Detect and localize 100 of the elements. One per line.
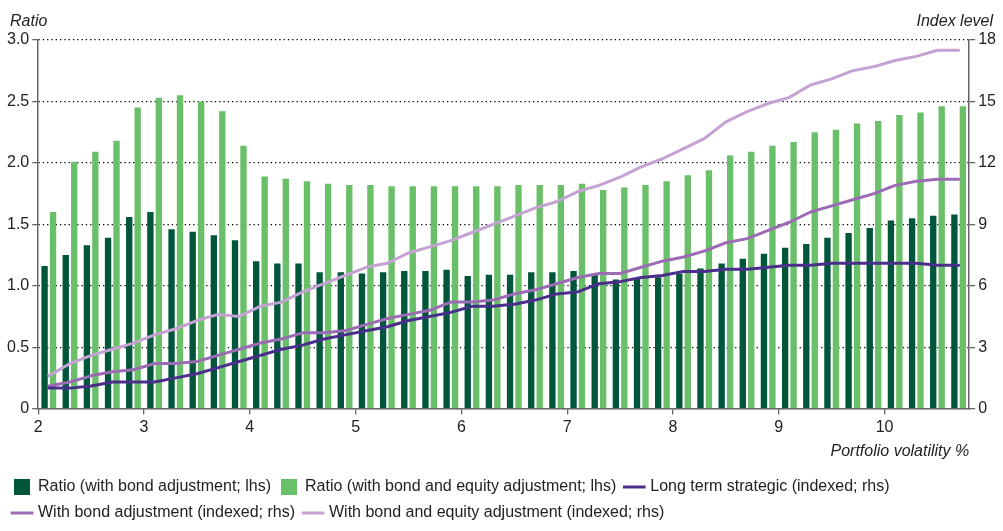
bar (896, 114, 903, 408)
bar (612, 279, 620, 408)
bar (379, 272, 387, 408)
y-tick-label: 1.5 (6, 214, 30, 232)
bar (599, 189, 607, 408)
bar (959, 106, 967, 408)
y2-tick-label: 9 (978, 214, 988, 232)
y-tick-label: 3.0 (6, 30, 30, 48)
x-tick-label: 7 (562, 417, 572, 435)
y-tick-label: 0 (20, 399, 30, 417)
bar (451, 186, 459, 408)
bar (219, 111, 226, 408)
bar (92, 151, 99, 408)
bar (261, 176, 268, 408)
bar (824, 237, 831, 408)
bar (506, 274, 514, 408)
bar (485, 274, 493, 408)
bar (887, 220, 895, 408)
y-tick-label: 0.5 (6, 337, 30, 355)
bar (621, 187, 628, 408)
bar (908, 218, 916, 408)
bar (790, 141, 797, 408)
y2-tick-label: 3 (978, 337, 988, 355)
y2-tick-label: 12 (978, 153, 997, 171)
bar (811, 132, 818, 408)
y2-axis-title: Index level (916, 12, 994, 30)
bar (126, 216, 133, 408)
bar (367, 184, 374, 408)
bar (748, 151, 755, 408)
bar (832, 129, 840, 408)
bar (316, 272, 323, 408)
bar (473, 186, 480, 408)
bar (113, 140, 120, 408)
bar (726, 155, 734, 408)
bar (401, 270, 408, 408)
x-axis-title: Portfolio volatility % (830, 441, 970, 459)
bar (845, 232, 852, 408)
x-tick-label: 4 (245, 417, 255, 435)
bar (494, 186, 501, 408)
bar (295, 263, 302, 408)
bar (282, 178, 289, 408)
y-axis-title: Ratio (10, 12, 48, 30)
bar (358, 273, 366, 408)
y-tick-label: 1.0 (6, 276, 30, 294)
bar (938, 106, 945, 408)
bar (642, 184, 649, 408)
bar (549, 272, 556, 408)
bar (570, 270, 577, 408)
bar (803, 243, 810, 408)
y2-tick-label: 18 (978, 30, 997, 48)
bar (430, 186, 438, 408)
legend-label: With bond and equity adjustment (indexed; rhs) (329, 503, 665, 521)
legend-label: With bond adjustment (indexed; rhs) (38, 503, 296, 521)
bar (346, 184, 353, 408)
x-tick-label: 10 (875, 417, 894, 435)
bar (240, 145, 247, 408)
bar (176, 95, 184, 408)
y2-tick-label: 0 (978, 399, 988, 417)
x-tick-label: 8 (668, 417, 678, 435)
bar (409, 186, 416, 408)
bar (49, 212, 57, 408)
bar (676, 273, 683, 408)
x-tick-label: 3 (139, 417, 149, 435)
bar (443, 269, 450, 408)
bar (155, 97, 163, 408)
bar (422, 270, 429, 408)
bar (633, 278, 641, 408)
bar (147, 212, 154, 408)
bar (303, 181, 311, 408)
bar (591, 274, 598, 408)
bar (663, 181, 670, 408)
bar (388, 186, 395, 408)
bar (866, 227, 873, 408)
bar (930, 215, 937, 408)
bar (578, 183, 586, 408)
bar (760, 253, 768, 408)
bar (769, 145, 776, 408)
x-tick-label: 9 (774, 417, 784, 435)
bar (853, 123, 861, 408)
y2-tick-label: 6 (978, 276, 988, 294)
bar (781, 247, 789, 408)
bar (655, 277, 662, 408)
bar (210, 235, 218, 408)
x-tick-label: 6 (456, 417, 466, 435)
bar (134, 107, 141, 408)
legend-label: Ratio (with bond adjustment; lhs) (38, 477, 271, 495)
bar (557, 184, 565, 408)
legend-label: Long term strategic (indexed; rhs) (650, 477, 890, 495)
y2-tick-label: 15 (978, 91, 997, 109)
x-tick-label: 5 (351, 417, 361, 435)
bar (875, 121, 882, 408)
bar (951, 214, 958, 408)
bar (515, 184, 522, 408)
bar (324, 183, 332, 408)
bar (739, 258, 746, 408)
bar (697, 268, 704, 408)
legend-label: Ratio (with bond and equity adjustment; lhs) (305, 477, 617, 495)
bar (168, 229, 175, 408)
bar (528, 272, 535, 408)
bar (718, 263, 725, 408)
